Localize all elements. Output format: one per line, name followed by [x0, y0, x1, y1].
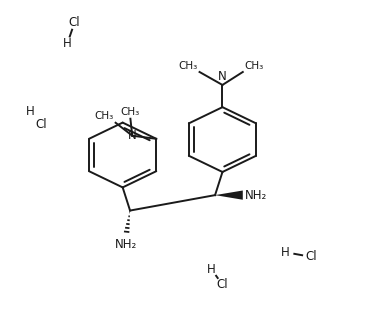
Text: N: N — [128, 129, 137, 142]
Text: NH₂: NH₂ — [244, 188, 267, 202]
Text: NH₂: NH₂ — [115, 238, 138, 251]
Text: CH₃: CH₃ — [121, 107, 140, 117]
Text: N: N — [218, 70, 227, 83]
Text: CH₃: CH₃ — [244, 61, 264, 71]
Text: CH₃: CH₃ — [178, 61, 198, 71]
Text: H: H — [207, 263, 216, 276]
Polygon shape — [215, 190, 243, 200]
Text: Cl: Cl — [36, 117, 47, 131]
Text: CH₃: CH₃ — [95, 111, 114, 121]
Text: H: H — [281, 246, 290, 259]
Text: Cl: Cl — [305, 250, 317, 263]
Text: Cl: Cl — [217, 278, 228, 291]
Text: Cl: Cl — [69, 16, 81, 29]
Text: H: H — [26, 105, 35, 118]
Text: H: H — [63, 38, 72, 51]
